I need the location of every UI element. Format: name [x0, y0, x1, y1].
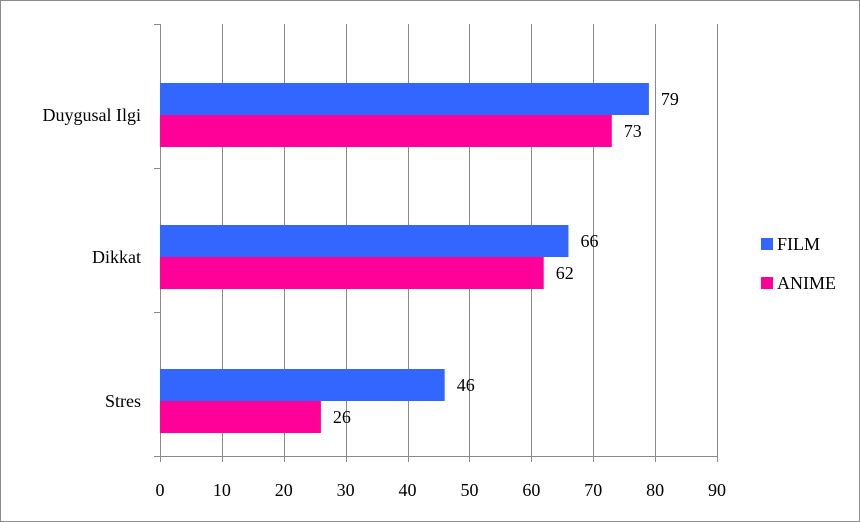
legend-label-anime: ANIME [777, 273, 836, 293]
data-label-anime-2: 26 [333, 407, 351, 427]
data-label-film-0: 79 [661, 89, 679, 109]
legend-swatch-anime [761, 277, 773, 289]
x-tick-label-40: 40 [399, 480, 417, 500]
category-label-2: Stres [105, 391, 141, 411]
x-tick-label-80: 80 [646, 480, 664, 500]
x-tick-label-60: 60 [522, 480, 540, 500]
x-tick-label-10: 10 [213, 480, 231, 500]
bar-film-0 [160, 83, 649, 115]
bar-film-1 [160, 225, 569, 257]
legend-label-film: FILM [777, 234, 820, 254]
bar-anime-1 [160, 257, 544, 289]
data-label-film-1: 66 [580, 231, 598, 251]
data-label-film-2: 46 [457, 375, 475, 395]
bar-anime-2 [160, 401, 321, 433]
x-tick-label-90: 90 [708, 480, 726, 500]
category-label-0: Duygusal Ilgi [43, 105, 142, 125]
x-tick-label-50: 50 [460, 480, 478, 500]
x-tick-label-70: 70 [584, 480, 602, 500]
legend-swatch-film [761, 238, 773, 250]
x-tick-label-20: 20 [275, 480, 293, 500]
x-tick-label-0: 0 [156, 480, 165, 500]
category-label-1: Dikkat [92, 247, 141, 267]
bar-film-2 [160, 369, 445, 401]
data-label-anime-0: 73 [624, 121, 642, 141]
data-label-anime-1: 62 [556, 263, 574, 283]
bar-anime-0 [160, 115, 612, 147]
x-tick-label-30: 30 [337, 480, 355, 500]
